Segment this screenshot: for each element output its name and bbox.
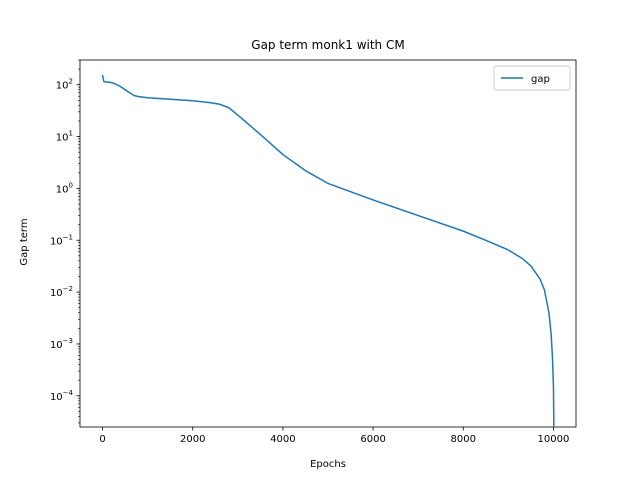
- y-tick-label: 101: [56, 130, 73, 144]
- legend-box: [493, 65, 571, 91]
- x-tick-label: 8000: [451, 434, 476, 445]
- y-tick-label: 10−3: [50, 337, 73, 351]
- x-tick-label: 4000: [270, 434, 295, 445]
- y-tick-label: 10−1: [50, 233, 73, 247]
- x-axis-label: Epochs: [310, 459, 346, 470]
- y-tick-label: 10−2: [50, 285, 73, 299]
- legend-label-gap: gap: [531, 74, 550, 85]
- y-tick-label: 10−4: [50, 389, 74, 403]
- y-tick-label: 100: [56, 181, 73, 195]
- x-tick-label: 6000: [360, 434, 385, 445]
- plot-frame: [79, 59, 577, 428]
- x-tick-label: 0: [99, 434, 105, 445]
- plot-area: [79, 59, 577, 428]
- y-axis-label: Gap term: [19, 218, 30, 265]
- series-line-gap: [101, 74, 555, 427]
- x-axis: 0 2000 4000 6000 8000 10000: [99, 427, 569, 445]
- x-tick-label: 2000: [180, 434, 205, 445]
- chart-title: Gap term monk1 with CM: [251, 38, 404, 52]
- series-layer: [101, 74, 555, 427]
- y-tick-label: 102: [56, 78, 73, 92]
- y-axis: 10−4 10−3 10−2 10−1 100 101 102: [50, 59, 80, 424]
- x-tick-label: 10000: [538, 434, 570, 445]
- legend: gap: [493, 65, 571, 91]
